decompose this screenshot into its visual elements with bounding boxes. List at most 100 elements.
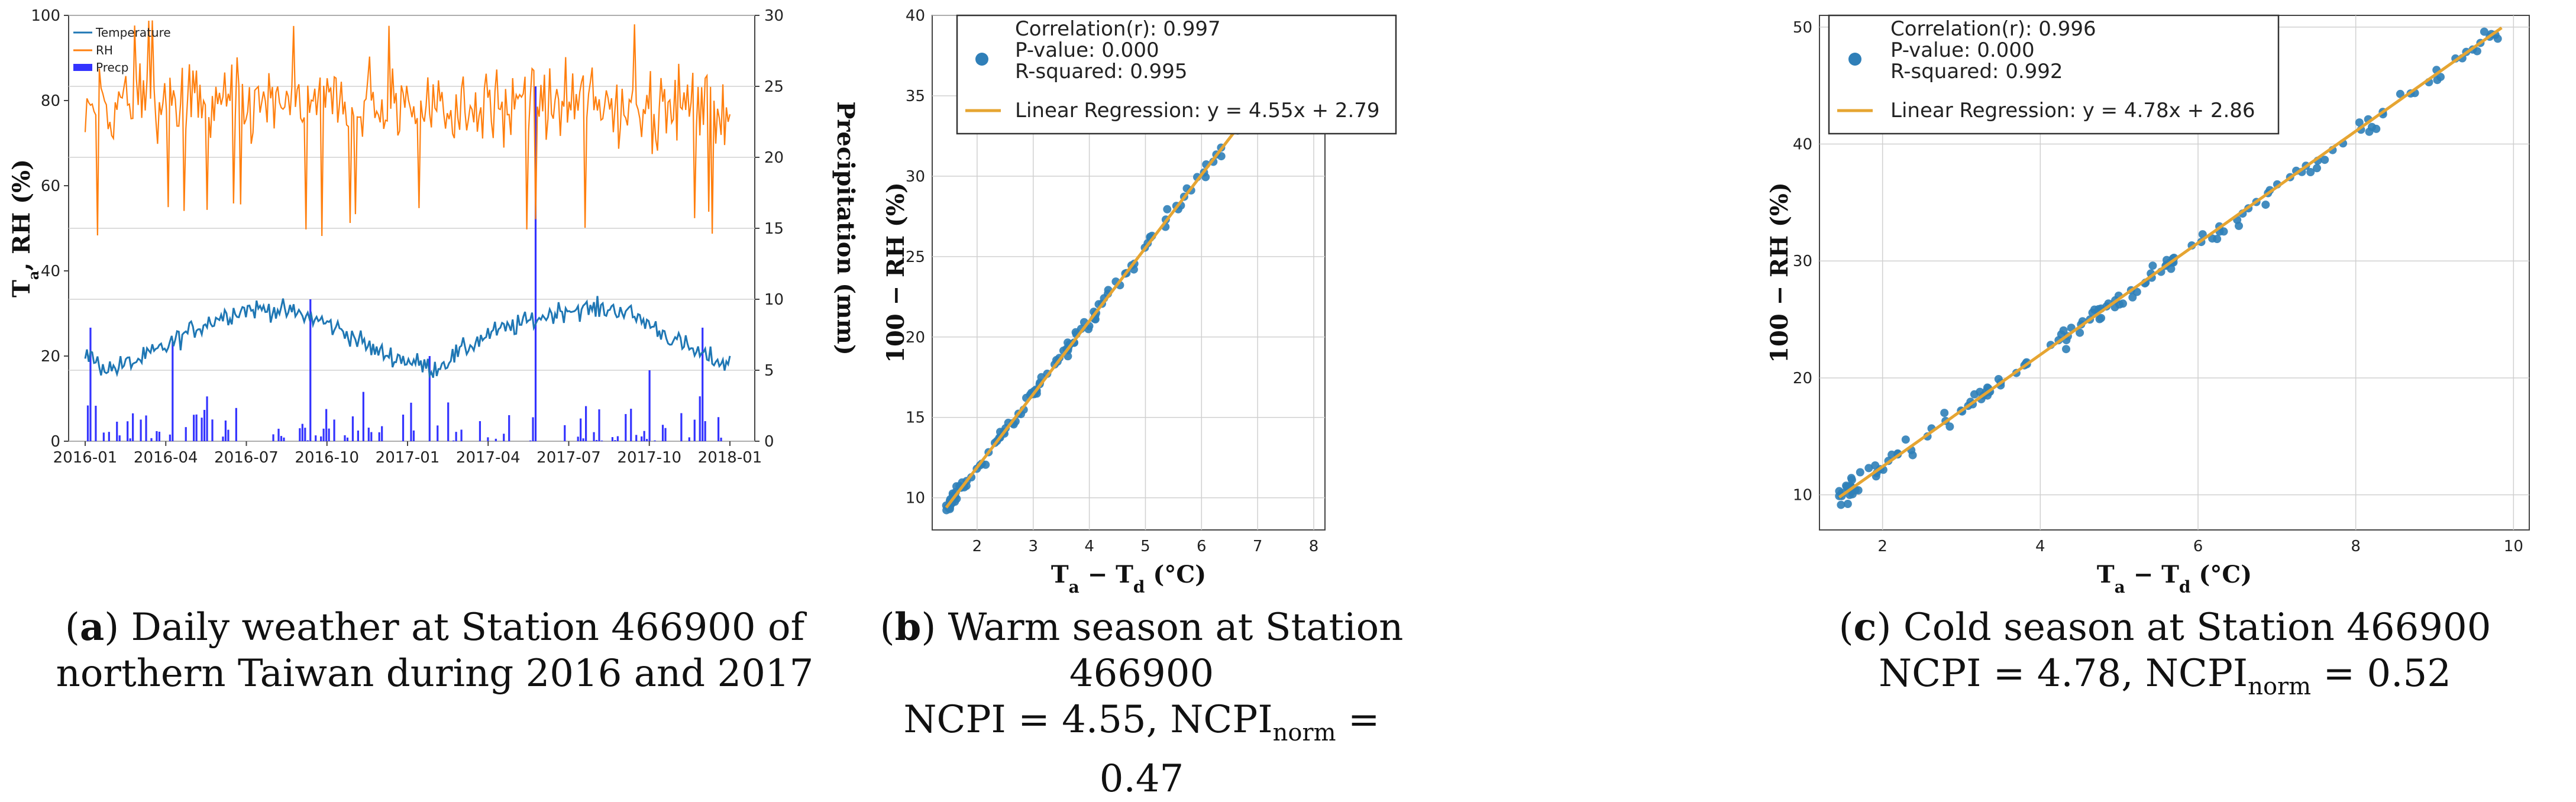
legend-correlation: Correlation(r): 0.996 xyxy=(1890,17,2096,41)
x-tick-label: 4 xyxy=(1084,538,1094,555)
precip-bar xyxy=(344,435,346,441)
precip-bar xyxy=(193,415,195,441)
precip-bar xyxy=(402,415,405,441)
precip-bar xyxy=(580,418,582,441)
precip-bar xyxy=(127,421,129,441)
y-tick-label: 10 xyxy=(1793,487,1812,505)
precip-bar xyxy=(648,370,651,441)
y-tick-label: 30 xyxy=(906,168,925,186)
y-tick-label-left: 20 xyxy=(41,348,60,366)
y-tick-label-left: 60 xyxy=(41,177,60,195)
caption-c-ncpi: NCPI = 4.78, NCPI xyxy=(1879,652,2248,696)
scatter-point xyxy=(1843,500,1852,508)
precip-bar xyxy=(222,436,224,441)
panel-c-xlabel-t2: T xyxy=(2161,561,2179,588)
precip-bar xyxy=(116,421,118,441)
precip-bar xyxy=(362,392,364,441)
precip-bar xyxy=(494,438,497,441)
scatter-point xyxy=(2355,118,2364,127)
legend-precp-label: Precp xyxy=(96,60,129,75)
panel-a-ylabel-right: Precipitation (mm) xyxy=(832,101,859,355)
panel-b-xlabel-minus: − xyxy=(1079,561,1116,588)
caption-b-ncpi-sub: norm xyxy=(1272,719,1336,746)
scatter-point xyxy=(2261,200,2270,209)
precip-bar xyxy=(455,432,457,441)
precip-bar xyxy=(280,436,283,441)
scatter-point xyxy=(1908,451,1917,460)
y-tick-label: 20 xyxy=(906,329,925,347)
precip-bar xyxy=(150,438,153,441)
caption-c-label: c xyxy=(1853,605,1877,649)
legend-rsquared: R-squared: 0.995 xyxy=(1015,60,1188,83)
precip-bar xyxy=(720,437,722,441)
precip-bar xyxy=(227,429,230,441)
x-tick-label: 10 xyxy=(2504,538,2523,555)
precip-bar xyxy=(704,421,706,441)
panel-a-chart: 0 20 40 60 80 100 0 5 10 15 20 25 30 2016-01 2016-04… xyxy=(8,7,859,467)
panel-a-ylabel-left: Ta, RH (%) xyxy=(8,159,42,297)
precip-bar xyxy=(534,86,537,441)
panel-b-xlabel: Ta − Td (°C) xyxy=(1051,561,1206,597)
scatter-point xyxy=(2076,328,2084,337)
legend-regression-label: Linear Regression: y = 4.55x + 2.79 xyxy=(1015,99,1380,122)
precip-bar xyxy=(145,415,147,441)
x-tick-label: 2018-01 xyxy=(698,449,762,467)
precip-bar xyxy=(630,409,632,441)
precip-bar xyxy=(661,425,664,441)
scatter-point xyxy=(2148,261,2157,270)
precip-bar xyxy=(89,328,92,441)
precip-bar xyxy=(108,432,110,441)
precip-bar xyxy=(577,436,579,441)
panel-c-chart: 2 4 6 8 10 10 20 30 40 50 Ta − Td (°C) 100 − RH … xyxy=(1766,14,2530,597)
y-tick-label: 20 xyxy=(1793,370,1812,387)
scatter-point xyxy=(2062,345,2070,354)
panel-c-xlabel-suba: a xyxy=(2115,577,2125,597)
precip-bar xyxy=(102,432,105,441)
precip-bar xyxy=(306,440,309,441)
precip-bar xyxy=(664,428,667,441)
panel-c-xlabel: Ta − Td (°C) xyxy=(2097,561,2252,597)
y-tick-label-left: 100 xyxy=(31,7,60,25)
legend-correlation: Correlation(r): 0.997 xyxy=(1015,17,1221,41)
y-tick-label: 40 xyxy=(1793,136,1812,154)
x-tick-label: 2 xyxy=(972,538,982,555)
caption-c: (c) Cold season at Station 466900 NCPI =… xyxy=(1838,605,2491,700)
panel-b-xlabel-unit: (°C) xyxy=(1145,561,1207,588)
precip-bar xyxy=(304,428,306,441)
precip-bar xyxy=(156,431,158,441)
scatter-point xyxy=(2493,34,2502,43)
precip-bar xyxy=(309,299,312,441)
panel-b-xlabel-t: T xyxy=(1051,561,1069,588)
precip-bar xyxy=(299,428,301,441)
precip-bar xyxy=(582,438,584,441)
legend-temperature-label: Temperature xyxy=(95,25,171,40)
legend-regression-label: Linear Regression: y = 4.78x + 2.86 xyxy=(1890,99,2255,122)
precip-bar xyxy=(460,429,463,441)
precip-bar xyxy=(367,428,370,441)
precip-bar xyxy=(680,413,683,441)
panel-b-xlabel-t2: T xyxy=(1116,561,1133,588)
precip-bar xyxy=(322,428,325,441)
precip-bar xyxy=(283,437,285,441)
legend-scatter-marker xyxy=(975,53,988,66)
precip-bar xyxy=(616,436,619,441)
panel-a-ylabel-sub: a xyxy=(25,271,42,280)
temperature-line xyxy=(84,296,731,379)
y-tick-label-right: 20 xyxy=(764,149,784,167)
legend-scatter-marker xyxy=(1848,53,1861,66)
precip-bar xyxy=(211,419,214,441)
x-tick-label: 6 xyxy=(1197,538,1207,555)
caption-b-label: b xyxy=(894,605,922,649)
precip-bar xyxy=(315,435,317,441)
scatter-point xyxy=(1864,464,1873,473)
precip-bar xyxy=(598,409,600,441)
y-tick-label-left: 80 xyxy=(41,92,60,110)
y-tick-label: 25 xyxy=(906,248,925,266)
y-tick-label: 10 xyxy=(906,490,925,507)
precip-bar xyxy=(158,431,161,441)
precip-bar xyxy=(277,428,280,441)
precip-bar xyxy=(503,434,505,441)
precip-bar xyxy=(224,421,227,441)
y-tick-label-left: 0 xyxy=(50,433,60,451)
